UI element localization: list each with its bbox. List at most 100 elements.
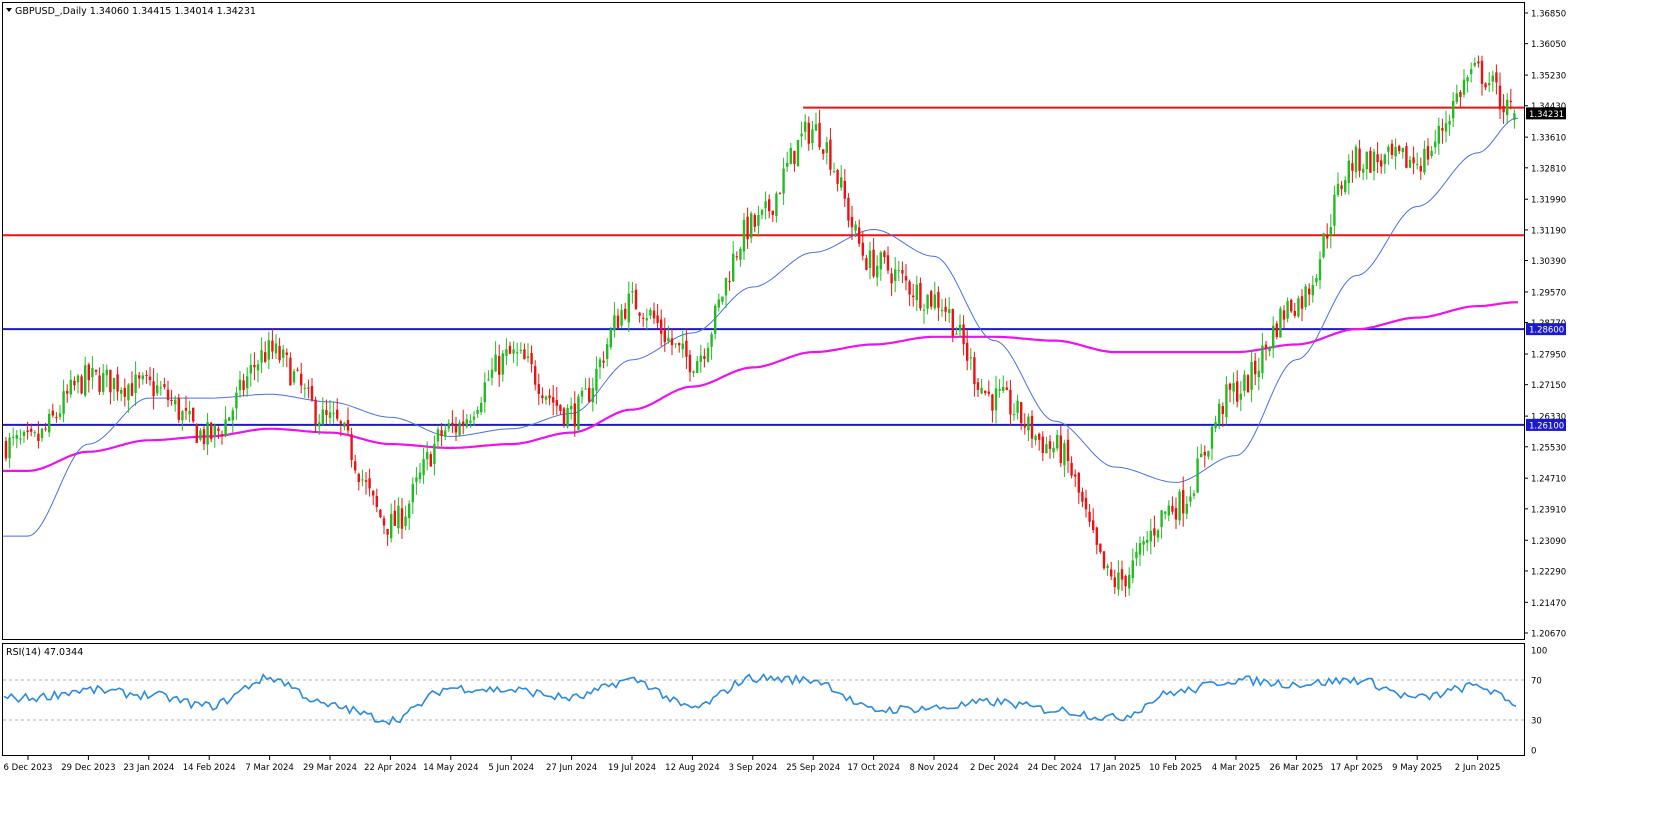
candle [1030,410,1034,448]
candle [800,121,803,148]
candle [1498,72,1502,119]
price-tick-label: 1.31990 [1531,196,1566,206]
candle [69,370,72,398]
candle [858,219,861,247]
candle [148,366,152,386]
date-tick-label: 19 Jul 2024 [608,763,656,773]
candle [1250,350,1253,403]
candle [235,386,238,420]
candle [814,112,818,131]
candle [1239,381,1242,412]
candle [555,386,558,415]
candle [256,359,260,383]
candle [757,205,760,237]
date-tick-label: 14 Feb 2024 [183,763,236,773]
date-tick-label: 2 Dec 2024 [970,763,1019,773]
candle [847,193,850,228]
candle [292,368,296,386]
candle [1329,214,1332,249]
candle [1084,489,1088,518]
candle [469,414,472,428]
horizontal-lines[interactable] [3,106,1524,426]
candle [285,348,288,368]
candle [692,370,695,378]
candle [1326,223,1329,249]
candle [80,374,83,395]
candle [454,416,458,442]
candle [1149,518,1152,555]
candle [138,371,141,389]
candle [1200,444,1203,458]
candle [264,341,267,364]
candle [577,394,580,431]
price-tick-label: 1.30390 [1531,257,1566,267]
candle [829,127,832,176]
candle [685,328,688,370]
candle [91,356,94,390]
candle [1383,153,1386,174]
candle [1470,62,1473,83]
candle [1347,154,1350,195]
date-tick-label: 22 Apr 2024 [364,763,417,773]
candle [408,500,411,530]
candle [1495,64,1498,95]
candle [534,360,537,391]
candle [483,372,486,413]
price-tick-label: 1.34430 [1531,102,1566,112]
candle [1203,445,1206,468]
candle [390,503,393,543]
candle [1081,487,1084,508]
candle [249,353,252,387]
candle [1009,379,1012,427]
candle [318,414,321,435]
candle [1484,82,1487,91]
candle [1473,57,1476,68]
candle [912,283,915,307]
candle [678,342,681,353]
price-tick-label: 1.36850 [1531,10,1566,20]
candle [620,304,623,329]
candle [123,378,126,407]
candle [1164,511,1167,520]
rsi-line [3,673,1517,726]
candle [645,308,648,331]
candle [202,425,206,451]
candle [1308,283,1311,306]
candle [33,430,36,437]
candle [1185,496,1188,520]
candle [228,417,231,422]
candle [386,528,389,546]
date-axis[interactable]: 6 Dec 2023 29 Dec 2023 23 Jan 2024 14 Feb 2… [4,756,1501,773]
candle [933,281,936,311]
candle [1023,413,1026,435]
rsi-tick-label: 70 [1531,677,1542,687]
candle [566,404,569,429]
candle [357,472,360,491]
candle [1318,251,1322,290]
candle [966,330,969,371]
candle [4,436,8,462]
candle [667,325,670,344]
candle [12,427,15,446]
collapse-arrow-icon[interactable] [6,8,12,12]
rsi-tick-label: 30 [1531,717,1542,727]
candle [822,148,825,160]
candle [764,191,767,220]
candle [1304,284,1307,310]
candle [422,447,425,485]
candle [825,136,828,165]
candle [1358,139,1361,178]
candle [1401,147,1404,159]
candle [652,302,656,324]
candle [962,315,965,356]
candle [631,281,634,304]
candle [1088,503,1091,527]
candle [1254,352,1257,386]
candle [1311,275,1314,303]
candle [343,421,346,431]
candle [897,260,900,281]
candle [145,370,148,384]
candle [742,212,746,260]
